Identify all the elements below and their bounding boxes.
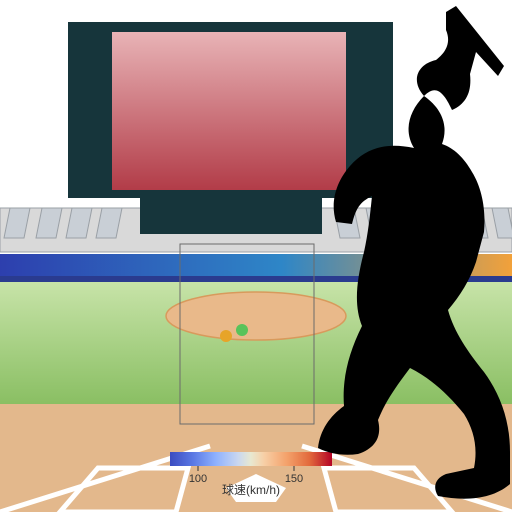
speed-colorbar bbox=[170, 452, 332, 466]
scoreboard-lower bbox=[140, 198, 322, 234]
pitch-location-chart: 100 150 球速(km/h) bbox=[0, 0, 512, 512]
legend-tick: 150 bbox=[285, 473, 303, 485]
pitchers-mound bbox=[166, 292, 346, 340]
legend-tick: 100 bbox=[189, 473, 207, 485]
pitch-point bbox=[236, 324, 248, 336]
pitch-point bbox=[220, 330, 232, 342]
chart-svg: 100 150 球速(km/h) bbox=[0, 0, 512, 512]
scoreboard-screen bbox=[112, 32, 346, 190]
legend-title: 球速(km/h) bbox=[222, 483, 280, 497]
